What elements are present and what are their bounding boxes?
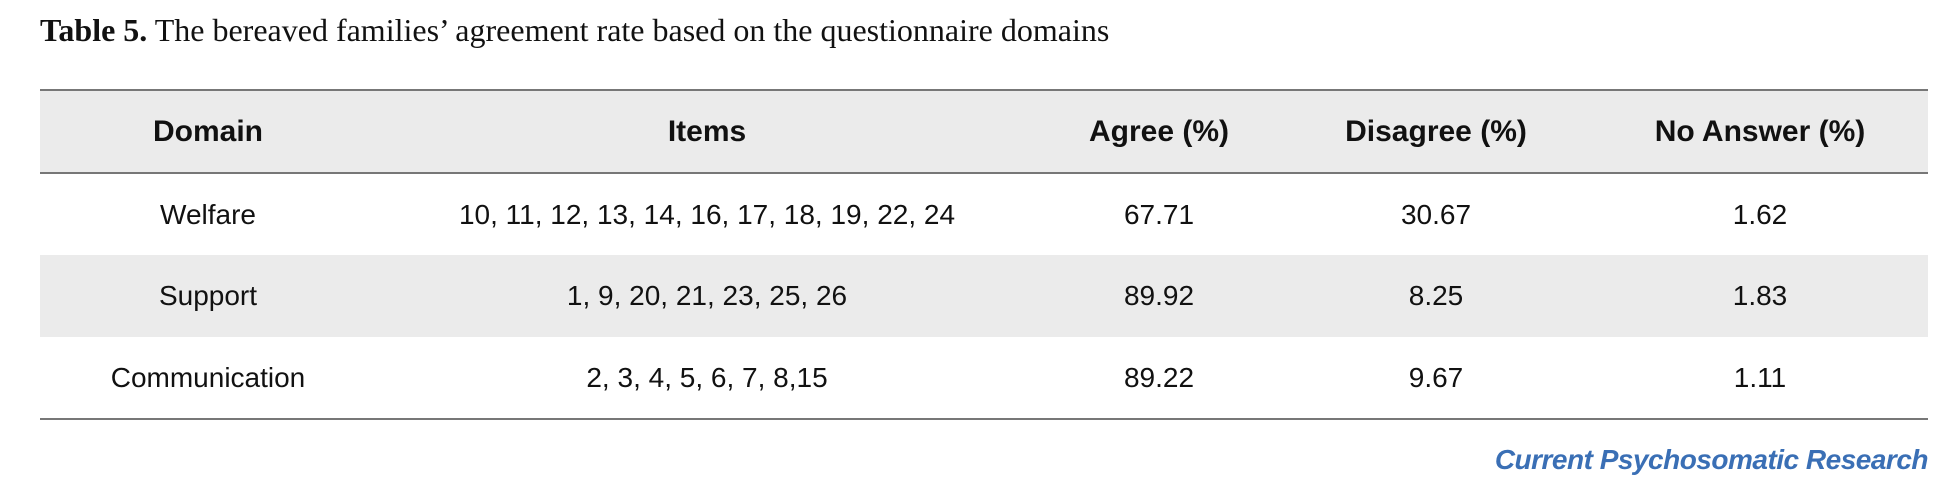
table-cell: Communication: [110, 361, 306, 393]
table-cell: 1.62: [1732, 198, 1788, 230]
table-cell: 89.92: [1123, 280, 1195, 311]
caption-text: The bereaved families’ agreement rate ba…: [154, 12, 1110, 48]
table-cell: 1.11: [1733, 361, 1787, 393]
table-row: Support 1, 9, 20, 21, 23, 25, 26 89.92 8.25…: [40, 255, 1928, 337]
table-cell: 67.71: [1123, 198, 1195, 230]
table-cell: 10, 11, 12, 13, 14, 16, 17, 18, 19, 22, …: [458, 198, 956, 230]
table-cell: 9.67: [1408, 361, 1464, 393]
column-header: No Answer (%): [1654, 114, 1866, 148]
column-header: Agree (%): [1088, 114, 1230, 148]
table-caption: Table 5. The bereaved families’ agreemen…: [40, 12, 1109, 49]
table-cell: 2, 3, 4, 5, 6, 7, 8,15: [586, 361, 828, 393]
data-table: Domain Items Agree (%) Disagree (%) No Answe…: [40, 89, 1928, 420]
column-header: Domain: [152, 114, 263, 148]
table-body: Welfare 10, 11, 12, 13, 14, 16, 17, 18, 1…: [40, 173, 1928, 419]
column-header: Items: [667, 114, 747, 148]
table-row: Communication 2, 3, 4, 5, 6, 7, 8,15 89.22…: [40, 337, 1928, 419]
table-row: Welfare 10, 11, 12, 13, 14, 16, 17, 18, 1…: [40, 173, 1928, 255]
table-cell: 1.83: [1732, 280, 1788, 311]
column-header: Disagree (%): [1345, 114, 1527, 148]
journal-name: Current Psychosomatic Research: [1494, 444, 1929, 475]
table-cell: 8.25: [1408, 280, 1464, 311]
table-cell: Welfare: [160, 198, 256, 230]
table-cell: Support: [158, 280, 258, 311]
table-cell: 89.22: [1123, 361, 1195, 393]
table-cell: 1, 9, 20, 21, 23, 25, 26: [566, 280, 848, 311]
table-cell: 30.67: [1400, 198, 1472, 230]
header-row: Domain Items Agree (%) Disagree (%) No Answe…: [40, 90, 1928, 173]
caption-label: Table 5.: [40, 12, 148, 48]
